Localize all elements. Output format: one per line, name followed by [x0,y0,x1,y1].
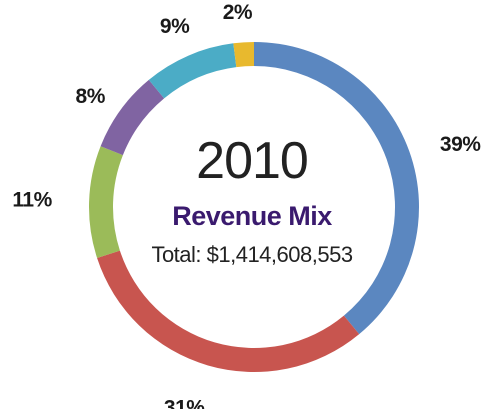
slice-label-2: 11% [12,188,52,211]
donut-slice-3 [100,79,165,156]
slice-labels: 39% 31% 11% 8% 9% 2% [12,1,481,409]
slice-label-0: 39% [440,133,481,156]
donut-slice-4 [148,43,237,99]
donut-slices [89,42,419,372]
chart-total: Total: $1,414,608,553 [151,242,352,267]
donut-slice-2 [89,146,123,258]
slice-label-4: 9% [160,15,190,38]
chart-title: Revenue Mix [172,201,332,231]
donut-slice-0 [254,42,419,335]
chart-year: 2010 [196,132,308,190]
slice-label-5: 2% [223,1,253,24]
slice-label-3: 8% [76,85,106,108]
slice-label-1: 31% [164,397,205,409]
donut-slice-5 [233,42,254,68]
donut-slice-1 [97,250,360,372]
